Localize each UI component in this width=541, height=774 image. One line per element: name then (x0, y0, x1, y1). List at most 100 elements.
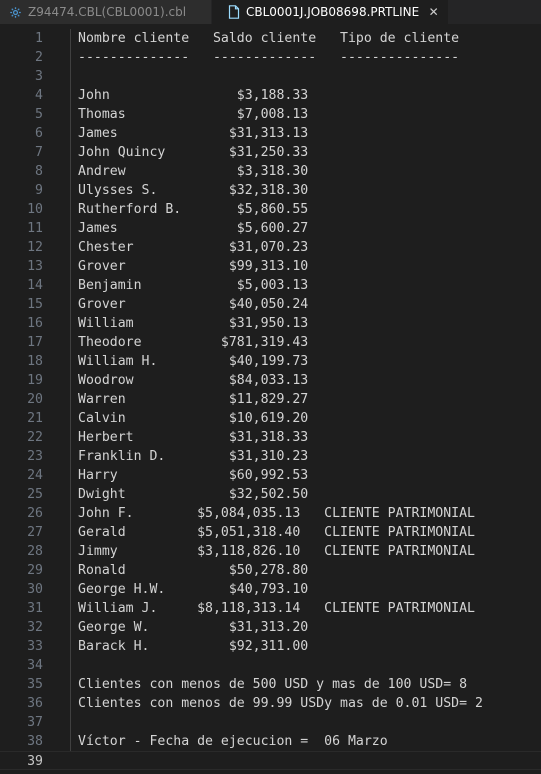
file-icon (228, 5, 240, 19)
code-line[interactable]: 16 William $31,950.13 (0, 314, 541, 333)
code-line[interactable]: 5 Thomas $7,008.13 (0, 105, 541, 124)
line-number: 24 (27, 468, 43, 483)
tab-cbl-source[interactable]: Z94474.CBL(CBL0001).cbl (0, 0, 212, 24)
line-text: John Quincy $31,250.33 (78, 145, 309, 160)
code-line[interactable]: 10 Rutherford B. $5,860.55 (0, 200, 541, 219)
line-text: George W. $31,313.20 (78, 620, 309, 635)
tab-label: Z94474.CBL(CBL0001).cbl (28, 5, 187, 19)
code-line[interactable]: 14 Benjamin $5,003.13 (0, 276, 541, 295)
code-line[interactable]: 31 William J. $8,118,313.14 CLIENTE PATRI… (0, 599, 541, 618)
tab-prtline-output[interactable]: CBL0001J.JOB08698.PRTLINE ✕ (212, 0, 448, 24)
code-line[interactable]: 20 Warren $11,829.27 (0, 390, 541, 409)
code-line[interactable]: 38 Víctor - Fecha de ejecucion = 06 Marzo (0, 732, 541, 751)
code-line[interactable]: 7 John Quincy $31,250.33 (0, 143, 541, 162)
code-line[interactable]: 17 Theodore $781,319.43 (0, 333, 541, 352)
line-number: 12 (27, 240, 43, 255)
line-text: Herbert $31,318.33 (78, 430, 309, 445)
line-text: Calvin $10,619.20 (78, 411, 309, 426)
line-text: Dwight $32,502.50 (78, 487, 309, 502)
line-text: Thomas $7,008.13 (78, 107, 309, 122)
line-number: 22 (27, 430, 43, 445)
line-text: John F. $5,084,035.13 CLIENTE PATRIMONIA… (78, 506, 475, 521)
line-number: 20 (27, 392, 43, 407)
line-text: James $31,313.13 (78, 126, 309, 141)
editor-area[interactable]: 1 Nombre cliente Saldo cliente Tipo de cl… (0, 29, 541, 774)
line-number: 34 (27, 658, 43, 673)
code-line[interactable]: 33 Barack H. $92,311.00 (0, 637, 541, 656)
line-number: 26 (27, 506, 43, 521)
line-text: Barack H. $92,311.00 (78, 639, 309, 654)
code-line[interactable]: 22 Herbert $31,318.33 (0, 428, 541, 447)
code-line[interactable]: 1 Nombre cliente Saldo cliente Tipo de cl… (0, 29, 541, 48)
close-icon[interactable]: ✕ (428, 5, 439, 19)
code-line[interactable]: 32 George W. $31,313.20 (0, 618, 541, 637)
code-line[interactable]: 13 Grover $99,313.10 (0, 257, 541, 276)
code-line[interactable]: 37 (0, 713, 541, 732)
line-number: 1 (35, 31, 43, 46)
line-number: 25 (27, 487, 43, 502)
code-line[interactable]: 6 James $31,313.13 (0, 124, 541, 143)
line-number: 21 (27, 411, 43, 426)
line-text: Rutherford B. $5,860.55 (78, 202, 309, 217)
code-line[interactable]: 3 (0, 67, 541, 86)
line-text: Chester $31,070.23 (78, 240, 309, 255)
code-line[interactable]: 35 Clientes con menos de 500 USD y mas de… (0, 675, 541, 694)
code-line[interactable]: 21 Calvin $10,619.20 (0, 409, 541, 428)
code-line[interactable]: 9 Ulysses S. $32,318.30 (0, 181, 541, 200)
line-text: William J. $8,118,313.14 CLIENTE PATRIMO… (78, 601, 475, 616)
code-line[interactable]: 8 Andrew $3,318.30 (0, 162, 541, 181)
code-line[interactable]: 2 -------------- ------------- ----------… (0, 48, 541, 67)
line-text: Woodrow $84,033.13 (78, 373, 309, 388)
line-number: 2 (35, 50, 43, 65)
gear-icon (8, 5, 22, 19)
line-text: James $5,600.27 (78, 221, 309, 236)
line-number: 3 (35, 69, 43, 84)
line-number: 28 (27, 544, 43, 559)
line-number: 5 (35, 107, 43, 122)
line-text: Harry $60,992.53 (78, 468, 309, 483)
line-number: 29 (27, 563, 43, 578)
line-number: 19 (27, 373, 43, 388)
code-line[interactable]: 15 Grover $40,050.24 (0, 295, 541, 314)
code-line[interactable]: 29 Ronald $50,278.80 (0, 561, 541, 580)
line-number: 15 (27, 297, 43, 312)
code-line[interactable]: 28 Jimmy $3,118,826.10 CLIENTE PATRIMONIA… (0, 542, 541, 561)
code-line[interactable]: 30 George H.W. $40,793.10 (0, 580, 541, 599)
line-number: 38 (27, 734, 43, 749)
code-line[interactable]: 39 (0, 751, 541, 770)
code-line[interactable]: 34 (0, 656, 541, 675)
line-text: Víctor - Fecha de ejecucion = 06 Marzo (78, 734, 388, 749)
line-number: 31 (27, 601, 43, 616)
line-number: 17 (27, 335, 43, 350)
code-line[interactable]: 36 Clientes con menos de 99.99 USDy mas d… (0, 694, 541, 713)
line-text: William H. $40,199.73 (78, 354, 309, 369)
tab-label: CBL0001J.JOB08698.PRTLINE (246, 5, 420, 19)
line-number: 8 (35, 164, 43, 179)
code-line[interactable]: 26 John F. $5,084,035.13 CLIENTE PATRIMON… (0, 504, 541, 523)
line-number: 16 (27, 316, 43, 331)
line-number: 35 (27, 677, 43, 692)
code-line[interactable]: 4 John $3,188.33 (0, 86, 541, 105)
line-number: 9 (35, 183, 43, 198)
line-text: Benjamin $5,003.13 (78, 278, 309, 293)
line-text: -------------- ------------- -----------… (78, 50, 460, 65)
code-line[interactable]: 27 Gerald $5,051,318.40 CLIENTE PATRIMONI… (0, 523, 541, 542)
code-line[interactable]: 18 William H. $40,199.73 (0, 352, 541, 371)
code-line[interactable]: 11 James $5,600.27 (0, 219, 541, 238)
line-text: Andrew $3,318.30 (78, 164, 309, 179)
code-line[interactable]: 12 Chester $31,070.23 (0, 238, 541, 257)
tab-bar: Z94474.CBL(CBL0001).cbl CBL0001J.JOB0869… (0, 0, 541, 24)
line-text: William $31,950.13 (78, 316, 309, 331)
line-number: 13 (27, 259, 43, 274)
line-number: 37 (27, 715, 43, 730)
line-number: 27 (27, 525, 43, 540)
code-line[interactable]: 19 Woodrow $84,033.13 (0, 371, 541, 390)
line-text: John $3,188.33 (78, 88, 309, 103)
line-text: Theodore $781,319.43 (78, 335, 309, 350)
code-line[interactable]: 25 Dwight $32,502.50 (0, 485, 541, 504)
line-text: Clientes con menos de 500 USD y mas de 1… (78, 677, 468, 692)
code-line[interactable]: 23 Franklin D. $31,310.23 (0, 447, 541, 466)
code-line[interactable]: 24 Harry $60,992.53 (0, 466, 541, 485)
line-number: 32 (27, 620, 43, 635)
line-text: Gerald $5,051,318.40 CLIENTE PATRIMONIAL (78, 525, 475, 540)
